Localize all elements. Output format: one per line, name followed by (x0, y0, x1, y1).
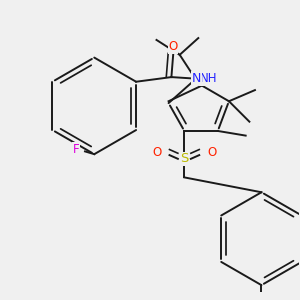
Text: NH: NH (200, 72, 217, 86)
Text: S: S (180, 152, 189, 165)
Text: O: O (169, 40, 178, 53)
Text: O: O (208, 146, 217, 159)
Text: O: O (152, 146, 161, 159)
Text: N: N (192, 71, 201, 85)
Text: F: F (72, 143, 79, 156)
